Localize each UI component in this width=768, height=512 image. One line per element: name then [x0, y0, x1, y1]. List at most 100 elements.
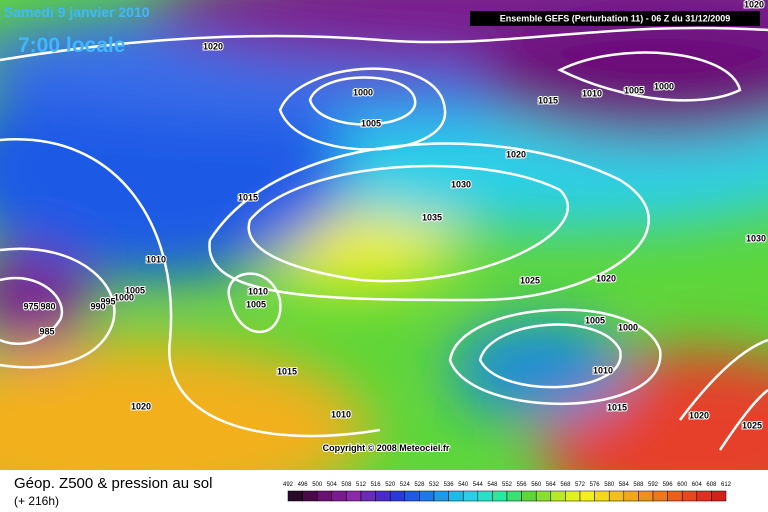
scale-swatch [433, 490, 449, 502]
scale-label: 508 [341, 482, 352, 488]
scale-swatch [375, 490, 391, 502]
scale-swatch [331, 490, 347, 502]
isobar-label: 1020 [203, 41, 223, 51]
scale-label: 556 [517, 482, 528, 488]
isobar-label: 1020 [689, 410, 709, 420]
isobar-label: 980 [40, 301, 55, 311]
scale-swatch [681, 490, 698, 502]
scale-label: 600 [677, 482, 688, 488]
scale-swatch [316, 490, 333, 502]
scale-swatch [696, 490, 712, 502]
scale-label: 540 [458, 482, 469, 488]
scale-label: 568 [560, 482, 571, 488]
model-box [470, 11, 760, 26]
scale-swatch [477, 490, 493, 502]
scale-swatch [448, 490, 464, 502]
lead-time: (+ 216h) [14, 494, 59, 508]
isobar-label: 995 [100, 296, 115, 306]
isobar-label: 1035 [422, 212, 442, 222]
isobar-label: 1010 [593, 365, 613, 375]
scale-swatch [594, 490, 610, 502]
scale-label: 520 [385, 482, 396, 488]
scale-label: 496 [298, 482, 309, 488]
isobar-label: 1015 [607, 402, 627, 412]
isobar-label: 1000 [654, 81, 674, 91]
scale-swatch [506, 490, 522, 502]
isobar-label: 1010 [582, 88, 602, 98]
color-scale: 492 496 500 504 508 512 516 520 524 528 532 536 540 5… [283, 482, 732, 502]
isobar-label: 1000 [353, 87, 373, 97]
scale-label: 596 [663, 482, 674, 488]
isobar-label: 1010 [248, 286, 268, 296]
isobar-label: 1005 [246, 299, 266, 309]
isobar-label: 1020 [744, 0, 764, 9]
scale-label: 612 [721, 482, 732, 488]
scale-swatch [404, 490, 420, 502]
isobar-label: 1005 [624, 85, 644, 95]
isobar-label: 1020 [596, 273, 616, 283]
scale-swatch [360, 490, 376, 502]
isobar-label: 1015 [277, 366, 297, 376]
scale-swatch [535, 490, 552, 502]
scale-label: 544 [473, 482, 484, 488]
isobar-label: 975 [23, 301, 38, 311]
isobar-label: 1030 [746, 233, 766, 243]
isobar-label: 990 [90, 301, 105, 311]
scale-swatch [389, 490, 406, 502]
isobar-label: 1010 [146, 254, 166, 264]
scale-label: 592 [648, 482, 659, 488]
isobar-label: 1005 [125, 285, 145, 295]
isobar-label: 1025 [520, 275, 540, 285]
scale-swatch [462, 490, 479, 502]
scale-swatch [608, 490, 625, 502]
scale-swatch [652, 490, 668, 502]
isobar-label: 1000 [114, 292, 134, 302]
isobar-label: 1000 [618, 322, 638, 332]
scale-label: 608 [706, 482, 717, 488]
isobar-label: 1015 [238, 192, 258, 202]
scale-swatch [711, 490, 727, 502]
scale-swatch [521, 490, 537, 502]
isobar-label: 1010 [331, 409, 351, 419]
isobar-label: 1030 [451, 179, 471, 189]
scale-swatch [565, 490, 581, 502]
footer-title: Géop. Z500 & pression au sol [14, 475, 212, 492]
scale-label: 580 [604, 482, 615, 488]
scale-label: 552 [502, 482, 513, 488]
scale-swatch [550, 490, 566, 502]
scale-label: 548 [487, 482, 498, 488]
scale-label: 492 [283, 482, 294, 488]
scale-label: 500 [312, 482, 323, 488]
scale-swatch [346, 490, 362, 502]
scale-swatch [638, 490, 654, 502]
scale-label: 560 [531, 482, 542, 488]
isobar-label: 1020 [131, 401, 151, 411]
scale-label: 532 [429, 482, 440, 488]
scale-swatch [302, 490, 318, 502]
scale-label: 576 [590, 482, 601, 488]
isobar-label: 985 [39, 326, 54, 336]
scale-label: 524 [400, 482, 411, 488]
isobar-label: 1020 [506, 149, 526, 159]
scale-label: 588 [633, 482, 644, 488]
scale-swatch [287, 490, 303, 502]
isobar-label: 1025 [742, 420, 762, 430]
scale-swatch [419, 490, 435, 502]
isobar-label: 1005 [361, 118, 381, 128]
scale-label: 512 [356, 482, 367, 488]
scale-swatch [492, 490, 508, 502]
date: Samedi 9 janvier 2010 [4, 4, 150, 20]
scale-label: 564 [546, 482, 557, 488]
scale-label: 516 [371, 482, 382, 488]
scale-swatch [623, 490, 639, 502]
scale-label: 572 [575, 482, 586, 488]
scale-label: 528 [414, 482, 425, 488]
scale-swatch [667, 490, 683, 502]
scale-label: 504 [327, 482, 338, 488]
scale-label: 604 [692, 482, 703, 488]
isobars [0, 26, 768, 451]
scale-label: 584 [619, 482, 630, 488]
